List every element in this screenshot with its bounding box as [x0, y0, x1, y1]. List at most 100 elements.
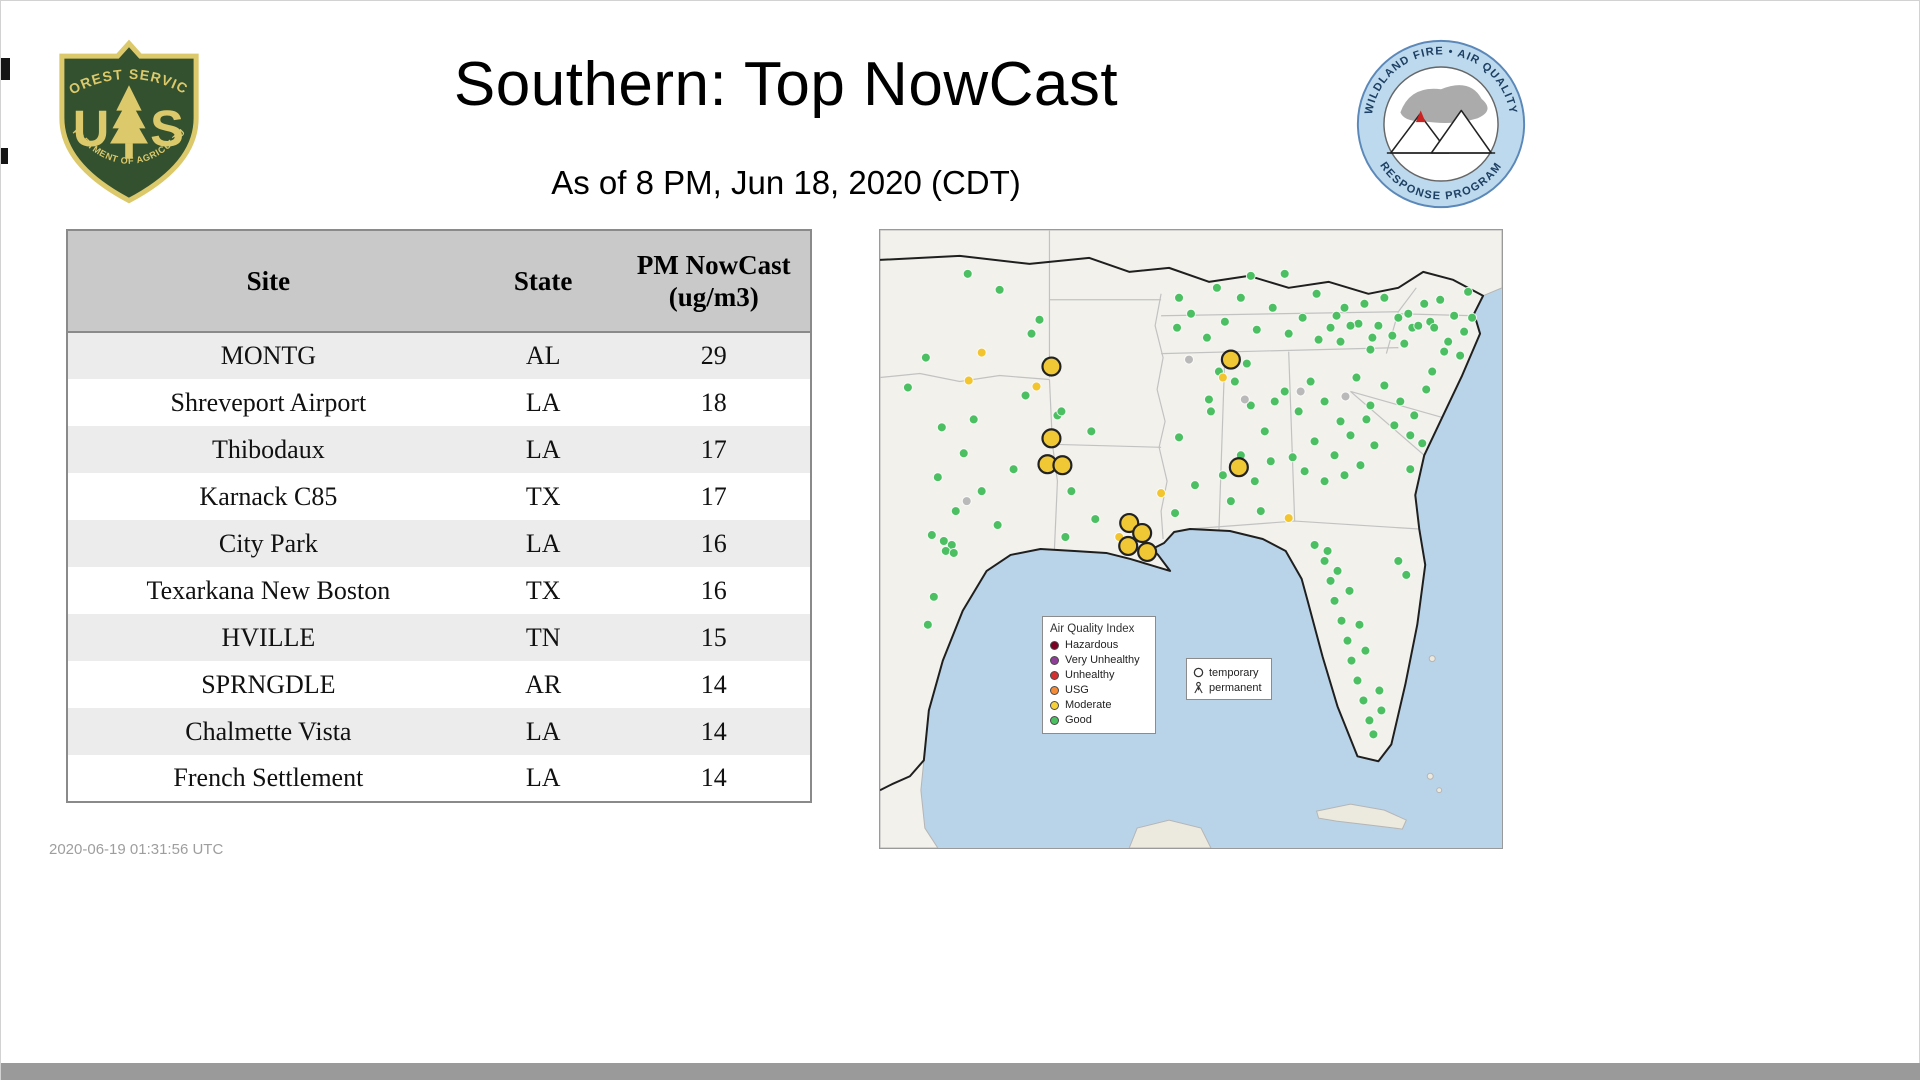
monitor-good	[1066, 486, 1077, 497]
monitor-good	[1345, 320, 1356, 331]
monitor-good	[1056, 406, 1067, 417]
monitor-good	[1463, 286, 1474, 297]
monitor-good	[950, 506, 961, 517]
monitor-moderate-temporary	[1052, 455, 1073, 476]
table-row: Chalmette Vista LA 14	[67, 708, 811, 755]
monitor-good	[1283, 328, 1294, 339]
monitor-good	[1225, 496, 1236, 507]
monitor-good	[1395, 396, 1406, 407]
nowcast-table: Site State PM NowCast (ug/m3) MONTG AL 29 Shr…	[66, 229, 812, 803]
monitor-good	[992, 520, 1003, 531]
monitor-inactive	[1184, 354, 1194, 365]
monitor-good	[1351, 372, 1362, 383]
monitor-moderate-temporary	[1119, 512, 1140, 534]
monitor-good	[1369, 440, 1380, 451]
monitor-moderate	[963, 375, 974, 386]
legend-row-temporary: temporary	[1193, 666, 1265, 679]
monitor-good	[1435, 294, 1446, 305]
monitor-good	[1279, 268, 1290, 279]
table-cell: 17	[700, 481, 727, 511]
monitor-good	[1459, 326, 1470, 337]
monitor-good	[1443, 336, 1454, 347]
table-row: SPRNGDLE AR 14	[67, 661, 811, 708]
monitor-good	[1467, 312, 1478, 323]
table-cell: LA	[525, 763, 561, 792]
monitor-good	[1325, 322, 1336, 333]
table-cell: AR	[525, 669, 562, 699]
nowcast-table-body: MONTG AL 29 Shreveport Airport LA 18 Thibodaux…	[67, 332, 811, 802]
monitor-good	[1344, 585, 1355, 596]
monitor-good	[1405, 430, 1416, 441]
monitor-good	[1393, 312, 1404, 323]
monitor-good	[1174, 432, 1185, 443]
table-cell: HVILLE	[221, 622, 316, 652]
monitor-good	[926, 530, 937, 540]
monitor-good	[1060, 532, 1071, 542]
table-cell: LA	[525, 387, 561, 417]
monitor-good	[1269, 396, 1280, 407]
monitor-good	[1287, 452, 1298, 463]
aqi-legend-label: Good	[1065, 714, 1092, 726]
monitor-good	[1365, 400, 1376, 411]
monitor-good	[1217, 470, 1228, 481]
table-cell: MONTG	[220, 341, 317, 370]
monitor-good	[962, 268, 973, 279]
monitor-good	[1090, 514, 1101, 525]
monitor-good	[1299, 466, 1310, 477]
aqi-legend-label: Hazardous	[1065, 639, 1119, 651]
edge-mark	[1, 148, 8, 164]
island	[1428, 655, 1436, 663]
aqi-color-dot	[1050, 670, 1059, 680]
monitor-good	[1174, 292, 1185, 303]
nowcast-table-head: Site State PM NowCast (ug/m3)	[67, 230, 811, 333]
aqi-legend-label: USG	[1065, 684, 1089, 696]
header-row: Site State PM NowCast (ug/m3)	[67, 230, 811, 333]
aqi-legend: Air Quality Index Hazardous Very Unhealth…	[1042, 616, 1156, 734]
monitor-good	[938, 536, 949, 546]
aqi-legend-item: Very Unhealthy	[1050, 654, 1148, 666]
island	[1426, 772, 1434, 780]
monitor-good	[1379, 380, 1390, 391]
monitor-moderate-temporary	[1228, 457, 1249, 478]
column-header: Site	[67, 230, 469, 333]
table-cell: Texarkana New Boston	[146, 575, 391, 605]
aqi-legend-title: Air Quality Index	[1050, 623, 1135, 635]
monitor-good	[1355, 460, 1366, 471]
cuba	[1315, 803, 1407, 830]
monitor-good	[1203, 394, 1214, 405]
monitor-good	[1241, 358, 1252, 369]
page-subtitle: As of 8 PM, Jun 18, 2020 (CDT)	[551, 164, 1021, 201]
aqi-legend-item: Hazardous	[1050, 639, 1148, 651]
monitor-good	[1319, 396, 1330, 407]
bottom-bar	[1, 1063, 1920, 1080]
monitor-good	[1170, 508, 1181, 519]
monitor-good	[1358, 695, 1369, 706]
table-cell: SPRNGDLE	[201, 669, 336, 699]
region-outline	[880, 254, 1485, 792]
monitor-good	[1190, 480, 1200, 491]
generated-timestamp: 2020-06-19 01:31:56 UTC	[49, 841, 224, 858]
monitor-good	[928, 591, 939, 602]
table-cell: TX	[525, 575, 561, 605]
monitor-moderate-temporary	[1041, 428, 1062, 449]
nowcast-table-wrap: Site State PM NowCast (ug/m3) MONTG AL 29 Shr…	[66, 229, 812, 803]
monitor-good	[1329, 450, 1340, 461]
smoke-icon	[1400, 85, 1488, 123]
monitor-moderate	[1283, 513, 1294, 524]
table-cell: Shreveport Airport	[170, 387, 367, 417]
aqi-legend-label: Very Unhealthy	[1065, 654, 1140, 666]
monitor-good	[1293, 406, 1304, 417]
table-cell: 15	[700, 622, 727, 652]
monitor-inactive	[961, 496, 972, 507]
afaq-logo: WILDLAND FIRE • AIR QUALITY RESPONSE PRO…	[1356, 39, 1526, 209]
monitor-good	[1368, 729, 1379, 740]
monitor-good	[1186, 308, 1196, 319]
monitor-good	[1265, 456, 1276, 467]
monitor-good	[1379, 292, 1390, 303]
edge-mark	[1, 58, 10, 80]
usfs-tree-icon	[110, 85, 148, 159]
monitor-good	[936, 422, 947, 433]
table-cell: TX	[525, 481, 561, 511]
aqi-legend-item: USG	[1050, 684, 1148, 696]
table-row: MONTG AL 29	[67, 332, 811, 379]
